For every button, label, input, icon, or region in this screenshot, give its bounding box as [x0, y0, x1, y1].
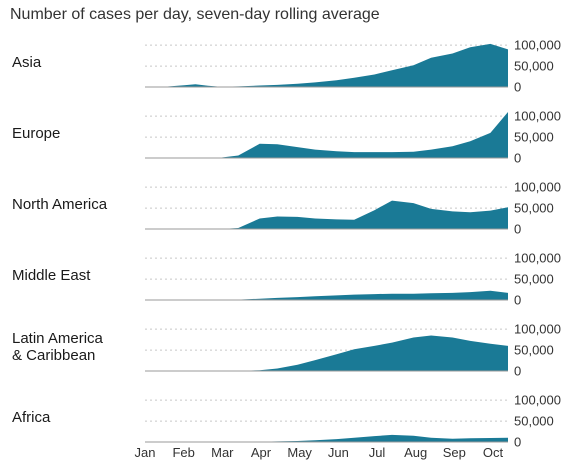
region-panels: 0 50,000 100,000 Asia 0 50,000 100,000 Europe 0 5… — [12, 38, 561, 450]
month-label: Mar — [211, 445, 234, 460]
region-label: Middle East — [12, 267, 91, 284]
y-tick-label: 50,000 — [514, 59, 554, 74]
y-tick-label: 50,000 — [514, 414, 554, 429]
region-panel: 0 50,000 100,000 Latin America & Caribbean — [12, 322, 561, 379]
chart-subtitle: Number of cases per day, seven-day rolli… — [10, 6, 380, 23]
region-label-line: Latin America — [12, 330, 104, 347]
region-panel: 0 50,000 100,000 Asia — [12, 38, 561, 95]
month-label: Oct — [483, 445, 504, 460]
series-area — [145, 200, 508, 229]
month-label: Jun — [328, 445, 349, 460]
region-label: Africa — [12, 409, 51, 426]
series-area — [145, 335, 508, 371]
month-axis: Jan Feb Mar Apr May Jun Jul Aug Sep Oct — [135, 445, 504, 460]
region-label: Asia — [12, 54, 42, 71]
month-label: Apr — [251, 445, 272, 460]
y-tick-label: 50,000 — [514, 201, 554, 216]
region-label-line: Europe — [12, 125, 60, 142]
y-tick-label: 100,000 — [514, 109, 561, 124]
region-label-line: North America — [12, 196, 108, 213]
y-tick-label: 0 — [514, 151, 521, 166]
y-tick-label: 100,000 — [514, 393, 561, 408]
series-area — [145, 112, 508, 158]
month-label: Aug — [404, 445, 427, 460]
series-area — [145, 434, 508, 442]
y-tick-label: 100,000 — [514, 180, 561, 195]
series-area — [145, 43, 508, 87]
y-tick-label: 50,000 — [514, 343, 554, 358]
region-label-line: & Caribbean — [12, 347, 95, 364]
series-area — [145, 290, 508, 300]
month-label: Feb — [172, 445, 194, 460]
y-tick-label: 50,000 — [514, 272, 554, 287]
month-label: Jul — [369, 445, 386, 460]
y-tick-label: 100,000 — [514, 322, 561, 337]
y-tick-label: 100,000 — [514, 38, 561, 53]
region-panel: 0 50,000 100,000 North America — [12, 180, 561, 237]
month-label: Sep — [443, 445, 466, 460]
region-label: Europe — [12, 125, 60, 142]
y-tick-label: 0 — [514, 80, 521, 95]
y-tick-label: 0 — [514, 364, 521, 379]
month-label: Jan — [135, 445, 156, 460]
region-label: North America — [12, 196, 108, 213]
y-tick-label: 0 — [514, 435, 521, 450]
region-panel: 0 50,000 100,000 Europe — [12, 109, 561, 166]
region-panel: 0 50,000 100,000 Africa — [12, 393, 561, 450]
y-tick-label: 0 — [514, 293, 521, 308]
month-label: May — [287, 445, 312, 460]
region-panel: 0 50,000 100,000 Middle East — [12, 251, 561, 308]
y-tick-label: 50,000 — [514, 130, 554, 145]
region-label-line: Africa — [12, 409, 51, 426]
y-tick-label: 100,000 — [514, 251, 561, 266]
region-label-line: Middle East — [12, 267, 91, 284]
y-tick-label: 0 — [514, 222, 521, 237]
region-label-line: Asia — [12, 54, 42, 71]
region-label: Latin America & Caribbean — [12, 330, 104, 364]
